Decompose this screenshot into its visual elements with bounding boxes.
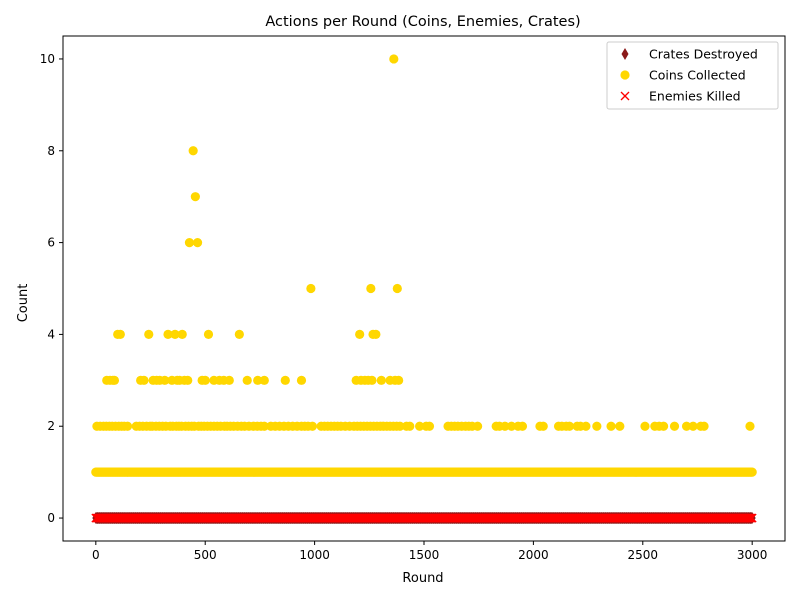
coins-point <box>280 375 290 385</box>
coins-point <box>170 329 180 340</box>
coins-point <box>424 421 435 431</box>
legend-box <box>606 41 779 110</box>
coins-point <box>392 283 402 294</box>
x-tick-label: 0 <box>92 548 100 562</box>
coins-point <box>606 421 616 431</box>
coins-point <box>259 421 269 431</box>
coins-point <box>192 237 203 248</box>
coins-point <box>517 421 528 431</box>
coins-point <box>355 329 365 340</box>
coins-point <box>144 329 154 340</box>
legend-marker <box>621 48 629 60</box>
coins-point <box>177 329 187 340</box>
coins-point <box>139 375 149 385</box>
coins-point <box>234 329 244 340</box>
coins-point <box>747 467 757 477</box>
coins-point <box>658 421 669 431</box>
coins-point <box>376 375 386 385</box>
coins-point <box>564 421 575 431</box>
coins-point <box>163 329 173 340</box>
legend-label: Coins Collected <box>649 68 746 83</box>
x-tick-label: 2500 <box>628 548 659 562</box>
legend: Crates Destroyed Coins Collected Enemies K… <box>606 41 779 110</box>
coins-point <box>394 375 404 385</box>
y-tick-label: 8 <box>47 144 55 158</box>
chart-title: Actions per Round (Coins, Enemies, Crate… <box>265 14 580 30</box>
coins-point <box>184 237 195 248</box>
y-tick-label: 2 <box>47 419 55 433</box>
coins-point <box>190 192 200 202</box>
coins-point <box>581 421 591 431</box>
coins-point <box>699 421 709 431</box>
legend-marker <box>620 91 630 101</box>
coins-point <box>115 329 125 340</box>
coins-point <box>366 283 376 294</box>
coins-point <box>405 421 415 431</box>
y-tick-label: 0 <box>47 511 55 525</box>
x-stroke <box>747 513 757 523</box>
coins-point <box>307 421 318 431</box>
coins-point <box>296 375 307 385</box>
coins-point <box>640 421 650 431</box>
coins-point <box>200 375 210 385</box>
coins-point <box>506 421 517 431</box>
coins-point <box>615 421 625 431</box>
legend-label: Enemies Killed <box>649 89 741 104</box>
coins-point <box>473 421 483 431</box>
x-tick-label: 1000 <box>299 548 330 562</box>
coins-point <box>109 375 120 385</box>
x-axis: 0 500 1000 1500 2000 2500 3000 <box>92 541 767 562</box>
y-tick-label: 4 <box>47 327 55 341</box>
coins-point <box>122 421 133 431</box>
coins-point <box>538 421 548 431</box>
coins-point <box>224 375 234 385</box>
coins-point <box>688 421 698 431</box>
coins-point <box>367 375 377 385</box>
y-axis-label: Count <box>16 284 31 323</box>
coins-point <box>259 375 269 385</box>
enemies-point <box>747 513 757 523</box>
series-enemies-killed <box>91 513 757 523</box>
x-tick-label: 500 <box>194 548 217 562</box>
x-tick-label: 2000 <box>518 548 549 562</box>
coins-point <box>203 329 214 340</box>
coins-point <box>592 421 602 431</box>
coins-point <box>415 421 425 431</box>
y-axis: 0 2 4 6 8 10 <box>40 52 63 525</box>
coins-point <box>183 375 193 385</box>
x-tick-label: 1500 <box>409 548 440 562</box>
coins-point <box>500 421 510 431</box>
coins-point <box>681 421 692 431</box>
plot-marks <box>91 54 757 525</box>
coins-point <box>160 375 170 385</box>
x-stroke <box>620 91 630 101</box>
coins-point <box>306 283 316 294</box>
coins-point <box>371 329 381 340</box>
coins-point <box>188 146 198 156</box>
coins-point <box>745 421 755 431</box>
coins-point <box>389 54 399 64</box>
coins-point <box>253 375 263 385</box>
coins-point <box>395 421 405 431</box>
x-tick-label: 3000 <box>737 548 768 562</box>
series-coins-collected <box>91 54 757 477</box>
coins-point <box>242 375 252 385</box>
y-tick-label: 10 <box>40 52 55 66</box>
x-axis-label: Round <box>402 571 443 586</box>
coins-point <box>669 421 680 431</box>
legend-marker <box>620 70 630 80</box>
legend-label: Crates Destroyed <box>649 47 758 62</box>
y-tick-label: 6 <box>47 236 55 250</box>
